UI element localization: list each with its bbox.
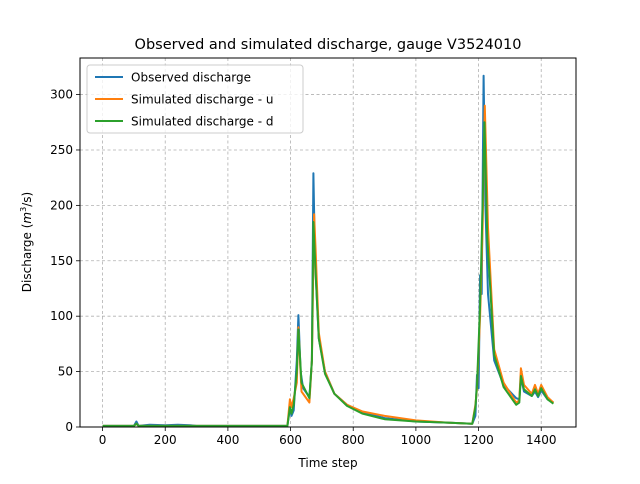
x-tick-label: 200 xyxy=(154,433,177,447)
y-tick-label: 250 xyxy=(50,143,73,157)
x-tick-label: 0 xyxy=(99,433,107,447)
series-line-2 xyxy=(102,121,554,427)
x-axis-label: Time step xyxy=(297,456,357,470)
x-tick-label: 600 xyxy=(279,433,302,447)
x-tick-label: 1200 xyxy=(463,433,494,447)
y-tick-label: 200 xyxy=(50,198,73,212)
y-tick-label: 150 xyxy=(50,254,73,268)
series-lines xyxy=(102,74,555,427)
x-tick-label: 800 xyxy=(342,433,365,447)
chart-title: Observed and simulated discharge, gauge … xyxy=(135,37,522,53)
x-tick-label: 1400 xyxy=(526,433,557,447)
plot-frame xyxy=(79,57,577,428)
series-line-1 xyxy=(102,104,555,427)
y-tick-label: 100 xyxy=(50,309,73,323)
y-axis-label: Discharge (m3/s) xyxy=(19,192,34,292)
y-tick-label: 0 xyxy=(65,420,73,434)
legend-label-0: Observed discharge xyxy=(131,71,251,85)
legend: Observed discharge Simulated discharge - … xyxy=(86,64,304,134)
y-tick-label: 50 xyxy=(58,365,73,379)
legend-label-2: Simulated discharge - d xyxy=(131,115,274,129)
ticks: 0 200 400 600 800 1000 1200 1400 0 50 100 150 200 250… xyxy=(50,88,556,447)
legend-label-1: Simulated discharge - u xyxy=(131,93,274,107)
y-tick-label: 300 xyxy=(50,88,73,102)
x-tick-label: 1000 xyxy=(401,433,432,447)
x-tick-label: 400 xyxy=(216,433,239,447)
